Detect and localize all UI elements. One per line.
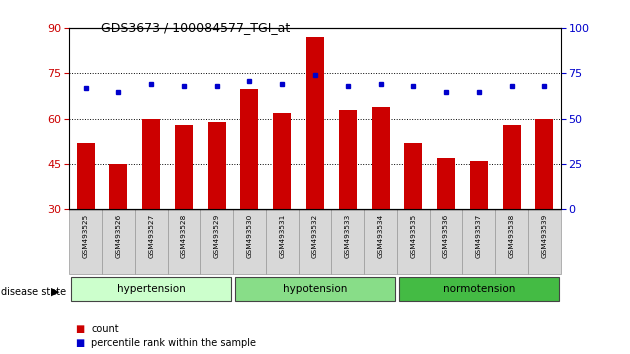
Text: GSM493535: GSM493535 xyxy=(410,213,416,258)
Bar xyxy=(462,209,495,274)
Bar xyxy=(437,158,455,209)
Text: GSM493525: GSM493525 xyxy=(83,213,89,258)
Bar xyxy=(339,110,357,209)
Bar xyxy=(495,209,528,274)
Bar xyxy=(69,209,102,274)
Text: GDS3673 / 100084577_TGI_at: GDS3673 / 100084577_TGI_at xyxy=(101,21,290,34)
Bar xyxy=(142,119,160,209)
Bar xyxy=(372,107,389,209)
Bar xyxy=(364,209,397,274)
Text: hypertension: hypertension xyxy=(117,284,186,295)
Text: GSM493529: GSM493529 xyxy=(214,213,220,258)
Text: hypotension: hypotension xyxy=(283,284,347,295)
Bar xyxy=(273,113,291,209)
Bar xyxy=(241,88,258,209)
Bar xyxy=(503,125,520,209)
Bar xyxy=(397,209,430,274)
Bar xyxy=(299,209,331,274)
Bar xyxy=(528,209,561,274)
Text: percentile rank within the sample: percentile rank within the sample xyxy=(91,338,256,348)
Text: GSM493527: GSM493527 xyxy=(148,213,154,258)
Text: count: count xyxy=(91,324,119,333)
Bar xyxy=(233,209,266,274)
Text: GSM493532: GSM493532 xyxy=(312,213,318,258)
Bar xyxy=(135,209,168,274)
Bar xyxy=(404,143,422,209)
Text: GSM493538: GSM493538 xyxy=(508,213,515,258)
Bar xyxy=(430,209,462,274)
Bar xyxy=(110,164,127,209)
Bar xyxy=(102,209,135,274)
Bar xyxy=(331,209,364,274)
Text: GSM493530: GSM493530 xyxy=(246,213,253,258)
Bar xyxy=(168,209,200,274)
Text: GSM493526: GSM493526 xyxy=(115,213,122,258)
Bar xyxy=(175,125,193,209)
Bar xyxy=(200,209,233,274)
Text: normotension: normotension xyxy=(443,284,515,295)
Text: ■: ■ xyxy=(76,324,85,333)
Bar xyxy=(235,278,395,301)
Text: GSM493536: GSM493536 xyxy=(443,213,449,258)
Text: GSM493528: GSM493528 xyxy=(181,213,187,258)
Bar xyxy=(71,278,231,301)
Text: ▶: ▶ xyxy=(50,287,59,297)
Text: GSM493531: GSM493531 xyxy=(279,213,285,258)
Text: GSM493534: GSM493534 xyxy=(377,213,384,258)
Text: disease state: disease state xyxy=(1,287,66,297)
Text: GSM493533: GSM493533 xyxy=(345,213,351,258)
Bar xyxy=(208,122,226,209)
Text: GSM493537: GSM493537 xyxy=(476,213,482,258)
Bar xyxy=(306,38,324,209)
Bar xyxy=(470,161,488,209)
Bar xyxy=(266,209,299,274)
Text: ■: ■ xyxy=(76,338,85,348)
Bar xyxy=(77,143,94,209)
Bar xyxy=(536,119,553,209)
Bar xyxy=(399,278,559,301)
Text: GSM493539: GSM493539 xyxy=(541,213,547,258)
